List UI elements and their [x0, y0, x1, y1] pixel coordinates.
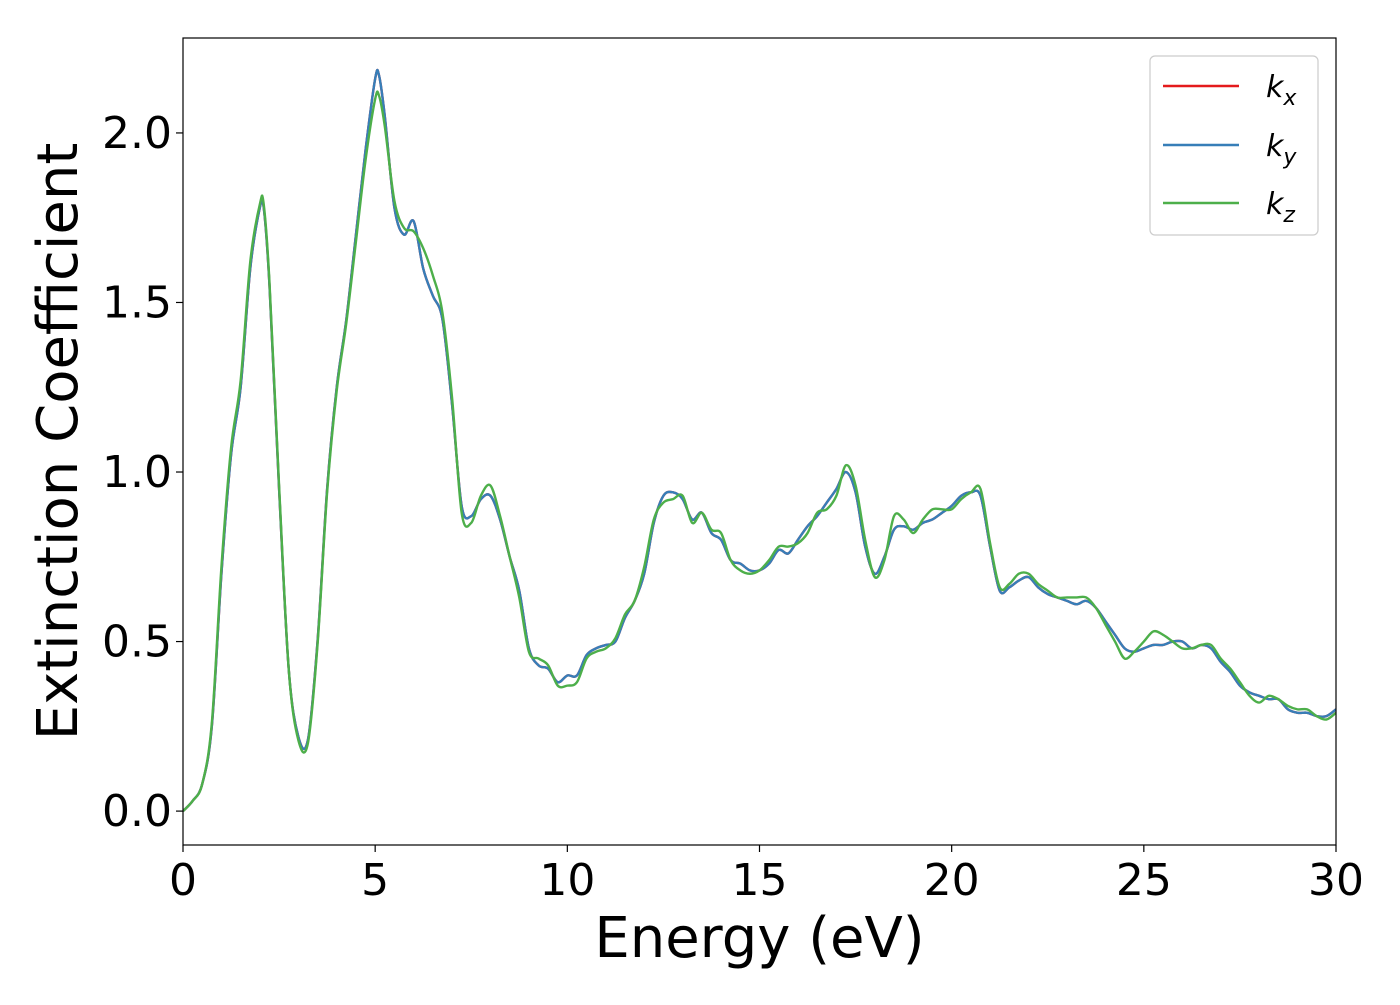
x-tick-label: 20	[924, 855, 980, 906]
legend-label-x: kx	[1266, 70, 1297, 111]
series-line-z	[183, 90, 1336, 812]
y-axis-label: Extinction Coefficient	[26, 143, 91, 741]
legend-label-subscript: y	[1282, 145, 1297, 170]
y-tick-label: 0.5	[102, 617, 172, 668]
y-tick-label: 1.5	[102, 277, 172, 328]
legend-label-subscript: z	[1282, 203, 1295, 228]
x-tick-label: 30	[1308, 855, 1364, 906]
x-tick-label: 15	[732, 855, 788, 906]
y-tick-label: 1.0	[102, 447, 172, 498]
legend-label-subscript: x	[1282, 86, 1297, 111]
x-tick-label: 5	[361, 855, 389, 906]
x-tick-label: 10	[539, 855, 595, 906]
x-axis-label: Energy (eV)	[594, 906, 924, 971]
legend-label-y: ky	[1266, 129, 1297, 170]
x-tick-label: 25	[1116, 855, 1172, 906]
y-tick-label: 0.0	[102, 786, 172, 837]
series-lines	[183, 68, 1336, 812]
y-axis-ticks: 0.0 0.5 1.0 1.5 2.0	[102, 108, 183, 837]
x-axis-ticks: 0 5 10 15 20 25 30	[169, 845, 1364, 906]
x-tick-label: 0	[169, 855, 197, 906]
y-tick-label: 2.0	[102, 108, 172, 159]
